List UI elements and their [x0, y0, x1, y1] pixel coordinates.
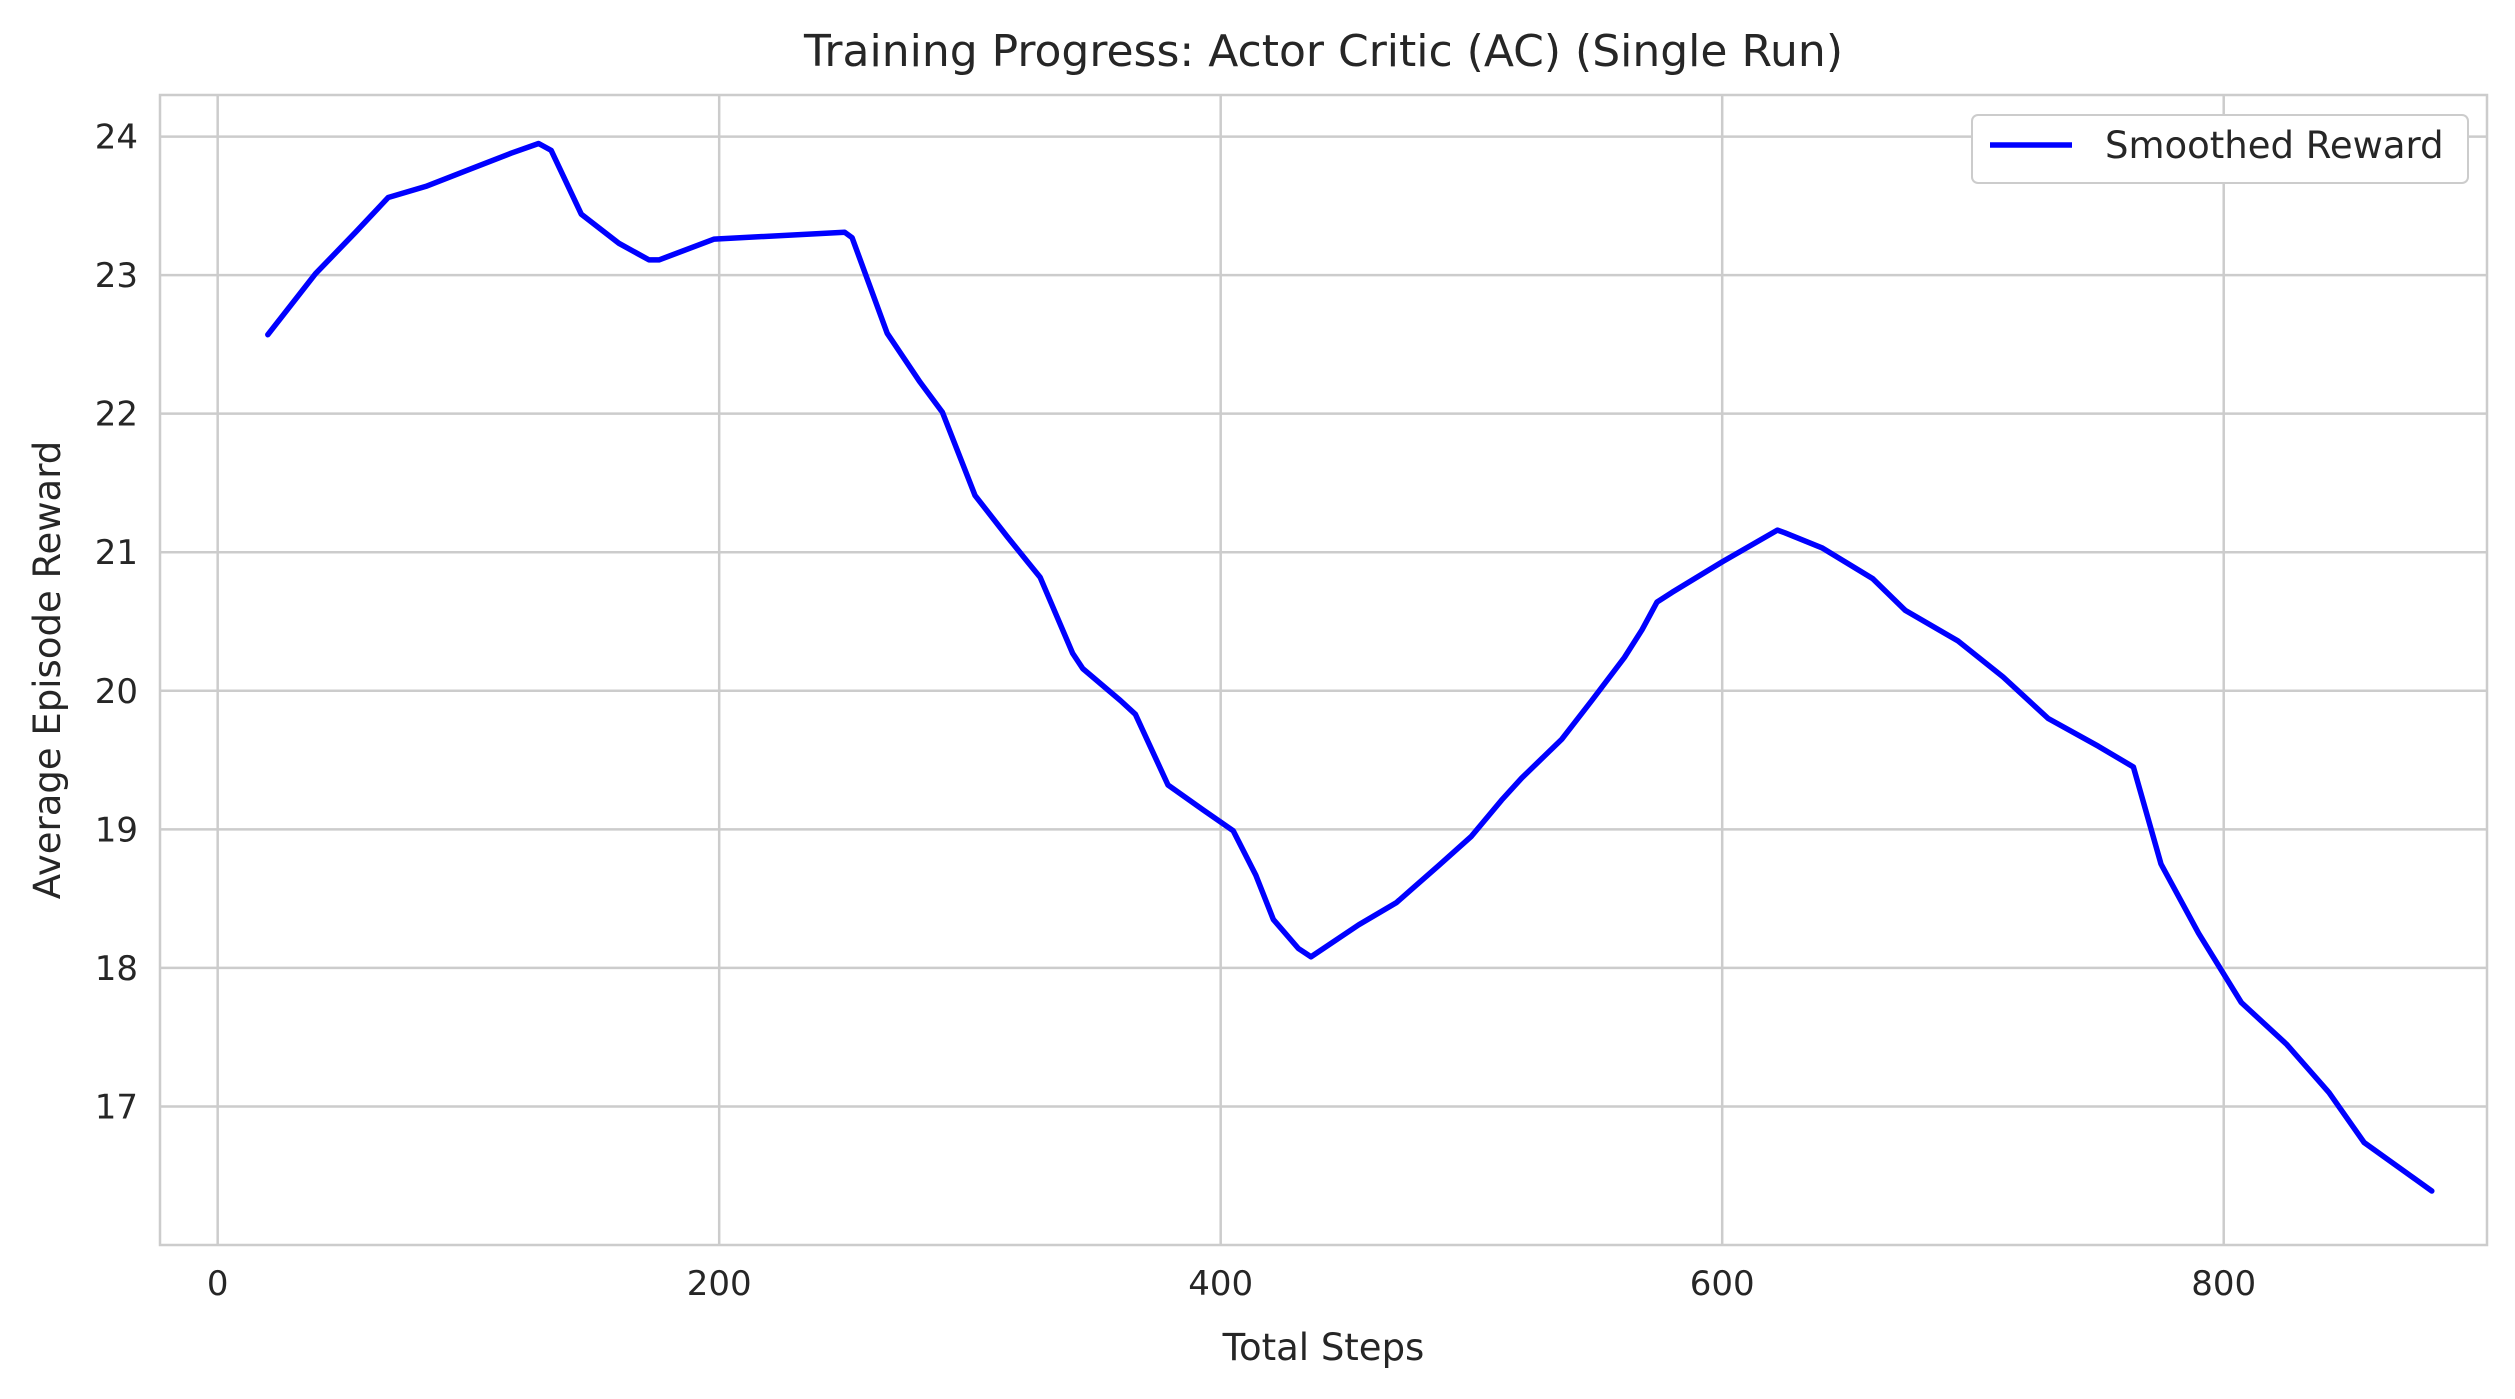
y-axis-label: Average Episode Reward — [26, 441, 69, 900]
x-tick-label: 400 — [1188, 1264, 1253, 1304]
legend: Smoothed Reward — [1971, 114, 2469, 184]
x-tick-label: 600 — [1690, 1264, 1755, 1304]
series-line-smoothed-reward — [265, 140, 2435, 1194]
y-tick-label: 22 — [95, 395, 138, 435]
legend-box — [1971, 114, 2469, 184]
x-tick-label: 200 — [687, 1264, 752, 1304]
y-tick-label: 17 — [95, 1087, 138, 1127]
x-tick-label: 0 — [207, 1264, 229, 1304]
plot-area-frame — [158, 93, 2489, 1247]
y-tick-label: 20 — [95, 672, 138, 712]
x-tick-label: 800 — [2191, 1264, 2256, 1304]
y-tick-label: 23 — [95, 256, 138, 296]
legend-label-smoothed-reward: Smoothed Reward — [2105, 124, 2444, 167]
y-tick-label: 21 — [95, 533, 138, 573]
x-axis-label: Total Steps — [1222, 1326, 1425, 1369]
y-tick-label: 18 — [95, 949, 138, 989]
y-tick-label: 24 — [95, 118, 138, 158]
chart-title: Training Progress: Actor Critic (AC) (Si… — [803, 26, 1843, 77]
y-tick-label: 19 — [95, 810, 138, 850]
